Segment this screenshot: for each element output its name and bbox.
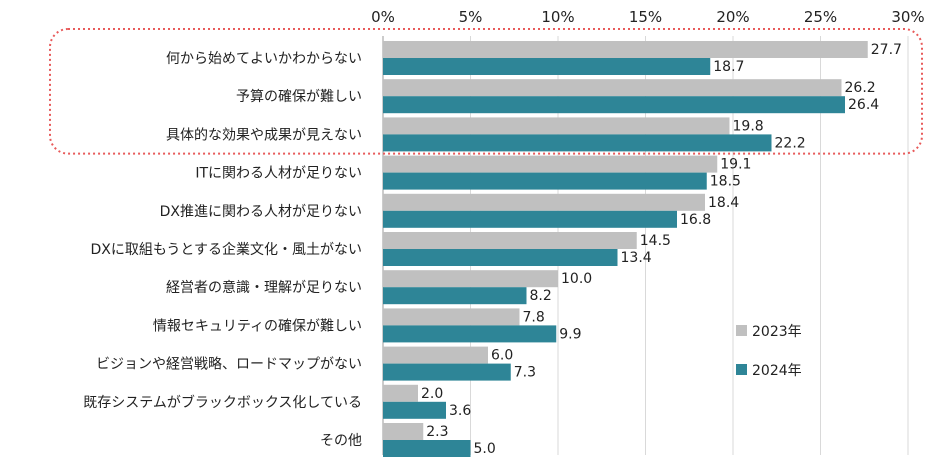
bars: 27.7 18.7 26.226.4 19.8 22.2 19.118.5 18.416.8… — [383, 41, 902, 457]
x-tick-label: 10% — [541, 8, 574, 26]
category-label: 経営者の意識・理解が足りない — [166, 279, 362, 296]
bar-2024 — [383, 363, 511, 381]
data-label: 7.3 — [514, 365, 536, 381]
bar-2023 — [383, 232, 637, 249]
data-label: 22.2 — [775, 135, 806, 151]
x-tick-label: 15% — [629, 8, 662, 26]
data-label: 26.4 — [848, 97, 879, 113]
bar-2023 — [383, 308, 520, 326]
bar-2024 — [383, 440, 471, 457]
bar-2023 — [383, 117, 730, 135]
data-label: 16.8 — [680, 212, 711, 228]
bar-2024 — [383, 249, 618, 266]
bar-2023 — [383, 384, 418, 402]
category-label: 情報セキュリティの確保が難しい — [153, 318, 362, 334]
legend-label: 2023年 — [752, 324, 802, 340]
bar-2024 — [383, 172, 707, 190]
data-label: 10.0 — [561, 271, 592, 287]
data-label: 5.0 — [474, 441, 496, 457]
bar-2024 — [383, 287, 527, 305]
data-label: 19.8 — [733, 118, 764, 134]
x-tick-label: 20% — [716, 8, 749, 26]
bar-2023 — [383, 41, 868, 58]
category-label: その他 — [320, 433, 362, 449]
bar-2023 — [383, 79, 842, 97]
data-label: 9.9 — [559, 326, 581, 342]
category-label: 予算の確保が難しい — [236, 89, 362, 105]
category-label: ビジョンや経営戦略、ロードマップがない — [96, 357, 362, 373]
data-label: 18.7 — [713, 59, 744, 75]
bar-2024 — [383, 134, 772, 152]
data-label: 18.5 — [710, 174, 741, 190]
data-label: 27.7 — [871, 42, 902, 58]
data-label: 7.8 — [523, 309, 545, 325]
bar-2024 — [383, 325, 557, 343]
category-label: DX推進に関わる人材が足りない — [160, 204, 362, 220]
legend-label: 2024年 — [752, 363, 802, 379]
bar-2024 — [383, 96, 845, 114]
bar-2023 — [383, 193, 705, 211]
legend-swatch — [736, 364, 747, 375]
x-tick-label: 5% — [459, 8, 483, 26]
x-tick-label: 25% — [804, 8, 837, 26]
bar-2024 — [383, 210, 677, 228]
data-label: 3.6 — [449, 403, 471, 419]
data-label: 13.4 — [621, 250, 652, 266]
category-label: ITに関わる人材が足りない — [195, 166, 362, 182]
data-label: 2.3 — [426, 424, 448, 440]
category-label: 既存システムがブラックボックス化している — [83, 394, 362, 411]
x-tick-label: 0% — [371, 8, 395, 26]
bar-2024 — [383, 58, 711, 75]
data-label: 2.0 — [421, 386, 443, 402]
category-label: DXに取組もうとする企業文化・風土がない — [90, 241, 362, 258]
x-axis-ticks: 0% 5% 10% 15% 20% 25% 30% — [371, 8, 925, 26]
data-label: 8.2 — [530, 288, 552, 304]
x-tick-label: 30% — [891, 8, 924, 26]
bar-2023 — [383, 155, 718, 173]
legend-swatch — [736, 325, 747, 336]
data-label: 14.5 — [640, 233, 671, 249]
data-label: 18.4 — [708, 195, 739, 211]
category-label: 何から始めてよいかわからない — [166, 51, 362, 67]
bar-2024 — [383, 401, 446, 419]
data-label: 19.1 — [720, 157, 751, 173]
bar-2023 — [383, 423, 424, 440]
data-label: 26.2 — [845, 80, 876, 96]
legend: 2023年 2024年 — [736, 324, 802, 379]
bar-2023 — [383, 346, 488, 364]
data-label: 6.0 — [491, 348, 513, 364]
bar-2023 — [383, 270, 558, 288]
category-label: 具体的な効果や成果が見えない — [166, 127, 362, 143]
